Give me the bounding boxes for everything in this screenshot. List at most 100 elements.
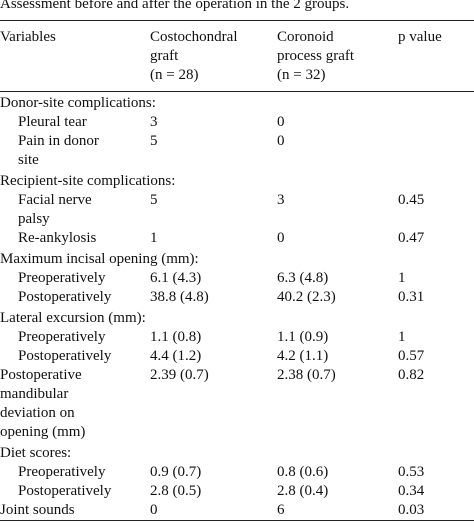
header-text: Costochondral (150, 29, 238, 45)
cell-text: 1.1 (0.9) (277, 329, 329, 345)
cell-text: 0.47 (398, 230, 425, 246)
cell: 0 (150, 501, 277, 521)
header-cell: Costochondral graft (n = 28) (150, 21, 277, 92)
header-text: process graft (277, 48, 355, 64)
cell-text: 0.34 (398, 483, 425, 499)
cell: 0.9 (0.7) (150, 463, 277, 482)
header-text: (n = 28) (150, 67, 199, 83)
section-title: Lateral excursion (mm): (0, 310, 146, 326)
section-title: Maximum incisal opening (mm): (0, 251, 199, 267)
row-label-text: Pleural tear (18, 114, 87, 130)
cell: 4.4 (1.2) (150, 347, 277, 366)
header-text: Variables (0, 29, 56, 45)
cell: 0.31 (398, 288, 474, 307)
section-title: Diet scores: (0, 445, 72, 461)
cell-text: 0.9 (0.7) (150, 464, 202, 480)
row-label: Postoperative mandibular deviation on op… (0, 366, 150, 442)
cell: 3 (277, 191, 398, 229)
cell: 2.8 (0.4) (277, 482, 398, 501)
data-row: Postoperatively 4.4 (1.2) 4.2 (1.1) 0.57 (0, 347, 474, 366)
section-row: Diet scores: (0, 442, 474, 463)
cell-text: 4.4 (1.2) (150, 348, 202, 364)
cell: 0.47 (398, 229, 474, 248)
row-label-text: Postoperatively (18, 483, 112, 499)
cell: 6.3 (4.8) (277, 269, 398, 288)
cell-text: 1 (150, 230, 158, 246)
header-text: p value (398, 29, 442, 45)
cell: 6 (277, 501, 398, 521)
cell: 0.82 (398, 366, 474, 442)
header-text: Coronoid (277, 29, 334, 45)
cell: 1 (398, 269, 474, 288)
row-label-text: Joint sounds (0, 502, 75, 518)
row-label-text: Preoperatively (18, 270, 106, 286)
row-label: Postoperatively (0, 482, 150, 501)
cell-text: 0 (150, 502, 158, 518)
row-label-text: Re-ankylosis (18, 230, 97, 246)
data-row: Pleural tear 3 0 (0, 113, 474, 132)
row-label-text: Facial nerve palsy (18, 192, 92, 227)
cell-text: 4.2 (1.1) (277, 348, 329, 364)
data-row: Preoperatively 6.1 (4.3) 6.3 (4.8) 1 (0, 269, 474, 288)
row-label: Pleural tear (0, 113, 150, 132)
table-body: Donor-site complications: Pleural tear 3 0 P… (0, 92, 474, 521)
row-label-text: Postoperatively (18, 289, 112, 305)
cell: 0.45 (398, 191, 474, 229)
cell-text: 2.8 (0.5) (150, 483, 202, 499)
cell: 2.8 (0.5) (150, 482, 277, 501)
cell: 0.53 (398, 463, 474, 482)
data-row: Postoperatively 2.8 (0.5) 2.8 (0.4) 0.34 (0, 482, 474, 501)
cell: 0.34 (398, 482, 474, 501)
row-label-text: Preoperatively (18, 464, 106, 480)
cell-text: 0.31 (398, 289, 425, 305)
cell-text: 0.03 (398, 502, 425, 518)
row-label-text: Pain in donor site (18, 133, 99, 168)
cell-text: 0.82 (398, 367, 425, 383)
header-cell: Variables (0, 21, 150, 92)
cell-text: 1 (398, 329, 406, 345)
cell: 2.39 (0.7) (150, 366, 277, 442)
cell: 2.38 (0.7) (277, 366, 398, 442)
section-row: Recipient-site complications: (0, 170, 474, 191)
cell: 3 (150, 113, 277, 132)
cell: 6.1 (4.3) (150, 269, 277, 288)
cell: 5 (150, 132, 277, 170)
cell: 0.8 (0.6) (277, 463, 398, 482)
cell: 1.1 (0.8) (150, 328, 277, 347)
data-row: Joint sounds 0 6 0.03 (0, 501, 474, 521)
data-row: Postoperative mandibular deviation on op… (0, 366, 474, 442)
cell-text: 2.8 (0.4) (277, 483, 329, 499)
cell-text: 40.2 (2.3) (277, 289, 336, 305)
header-cell: Coronoid process graft (n = 32) (277, 21, 398, 92)
cell-text: 6.3 (4.8) (277, 270, 329, 286)
cell-text: 1.1 (0.8) (150, 329, 202, 345)
cell: 5 (150, 191, 277, 229)
header-row: Variables Costochondral graft (n = 28) Coron… (0, 21, 474, 92)
cell: 1 (150, 229, 277, 248)
row-label: Preoperatively (0, 269, 150, 288)
cell-text: 0 (277, 230, 285, 246)
cell: 38.8 (4.8) (150, 288, 277, 307)
data-row: Pain in donor site 5 0 (0, 132, 474, 170)
cell: 0 (277, 229, 398, 248)
cell-text: 3 (277, 192, 285, 208)
table: Variables Costochondral graft (n = 28) Coron… (0, 20, 474, 521)
cell-text: 0.53 (398, 464, 425, 480)
header-text: graft (150, 48, 179, 64)
row-label: Joint sounds (0, 501, 150, 521)
row-label: Postoperatively (0, 347, 150, 366)
table-header: Variables Costochondral graft (n = 28) Coron… (0, 20, 474, 92)
header-text: (n = 32) (277, 67, 326, 83)
row-label-text: Postoperatively (18, 348, 112, 364)
data-row: Postoperatively 38.8 (4.8) 40.2 (2.3) 0.31 (0, 288, 474, 307)
cell-text: 0 (277, 114, 285, 130)
cell: 1 (398, 328, 474, 347)
row-label: Re-ankylosis (0, 229, 150, 248)
cell-text: 3 (150, 114, 158, 130)
cell-text: 5 (150, 192, 158, 208)
cell: 1.1 (0.9) (277, 328, 398, 347)
cell (398, 113, 474, 132)
cell: 0 (277, 132, 398, 170)
cell-text: 0.57 (398, 348, 425, 364)
